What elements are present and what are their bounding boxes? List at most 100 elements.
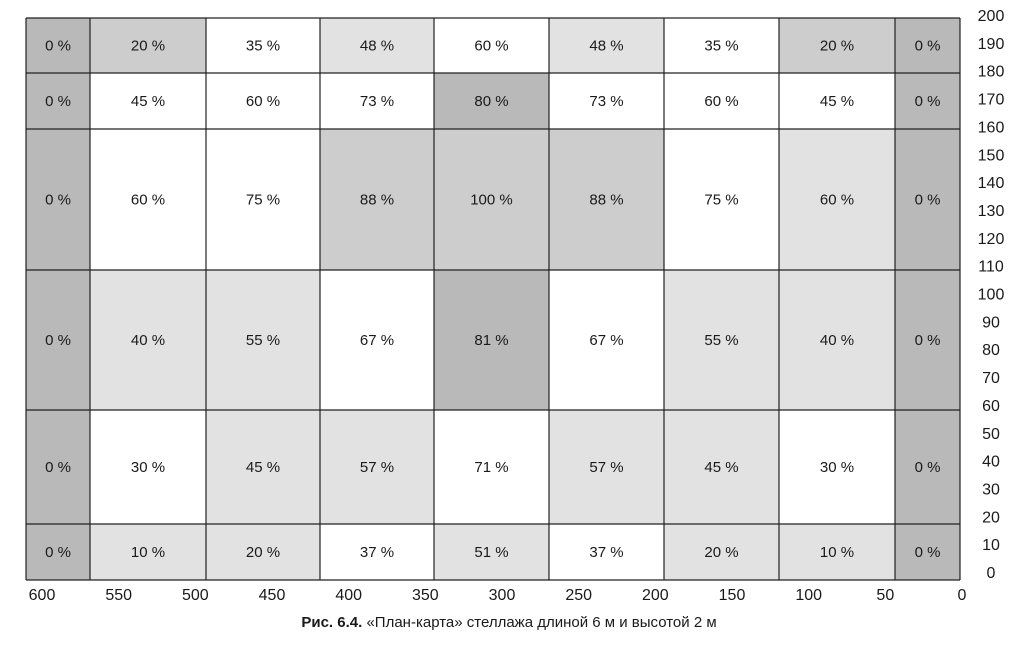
cell-label-r0-c5: 48 % <box>589 38 623 55</box>
cell-r2-c7 <box>779 129 895 270</box>
cell-r2-c1 <box>90 129 206 270</box>
y-tick-label: 60 <box>982 398 1000 415</box>
cell-label-r4-c3: 57 % <box>360 459 394 476</box>
x-tick-label: 100 <box>795 587 822 604</box>
cell-r0-c3 <box>320 18 434 73</box>
cell-r0-c1 <box>90 18 206 73</box>
cell-label-r0-c3: 48 % <box>360 38 394 55</box>
cell-label-r3-c6: 55 % <box>704 332 738 349</box>
cell-label-r1-c4: 80 % <box>474 93 508 110</box>
cell-r1-c4 <box>434 73 549 129</box>
cell-r1-c1 <box>90 73 206 129</box>
cell-r4-c0 <box>26 410 90 524</box>
cell-r5-c4 <box>434 524 549 580</box>
y-tick-label: 90 <box>982 314 1000 331</box>
figure-caption-text: «План-карта» стеллажа длиной 6 м и высот… <box>366 614 717 631</box>
cell-r1-c6 <box>664 73 779 129</box>
cell-r4-c1 <box>90 410 206 524</box>
cell-r4-c2 <box>206 410 320 524</box>
cell-r3-c3 <box>320 270 434 410</box>
cell-label-r4-c2: 45 % <box>246 459 280 476</box>
figure-caption: Рис. 6.4. «План-карта» стеллажа длиной 6… <box>0 614 1018 631</box>
x-axis-ticks: 600 550 500 450 400 350 300 250 200 150 100 50 0 <box>29 587 967 604</box>
cell-label-r2-c3: 88 % <box>360 192 394 209</box>
cell-label-r1-c3: 73 % <box>360 93 394 110</box>
y-tick-label: 10 <box>982 537 1000 554</box>
cells-layer <box>26 18 960 580</box>
cell-label-r5-c1: 10 % <box>131 544 165 561</box>
cell-r5-c5 <box>549 524 664 580</box>
y-tick-label: 130 <box>978 203 1005 220</box>
cell-r3-c2 <box>206 270 320 410</box>
cell-r1-c5 <box>549 73 664 129</box>
cell-label-r0-c2: 35 % <box>246 38 280 55</box>
y-tick-label: 170 <box>978 92 1005 109</box>
cell-label-r3-c3: 67 % <box>360 332 394 349</box>
cell-label-r2-c6: 75 % <box>704 192 738 209</box>
cell-label-r5-c4: 51 % <box>474 544 508 561</box>
cell-label-r0-c6: 35 % <box>704 38 738 55</box>
cell-r5-c3 <box>320 524 434 580</box>
y-tick-label: 120 <box>978 231 1005 248</box>
cell-r5-c7 <box>779 524 895 580</box>
cell-r4-c7 <box>779 410 895 524</box>
cell-r3-c5 <box>549 270 664 410</box>
cell-r1-c8 <box>895 73 960 129</box>
y-tick-label: 160 <box>978 119 1005 136</box>
x-tick-label: 150 <box>719 587 746 604</box>
y-tick-label: 140 <box>978 175 1005 192</box>
cell-r3-c8 <box>895 270 960 410</box>
cell-r0-c5 <box>549 18 664 73</box>
y-tick-label: 100 <box>978 287 1005 304</box>
cell-label-r4-c8: 0 % <box>915 459 941 476</box>
cell-label-r0-c7: 20 % <box>820 38 854 55</box>
y-tick-label: 150 <box>978 147 1005 164</box>
cell-label-r3-c0: 0 % <box>45 332 71 349</box>
cell-r4-c6 <box>664 410 779 524</box>
cell-label-r1-c5: 73 % <box>589 93 623 110</box>
x-tick-label: 400 <box>335 587 362 604</box>
grid-layer <box>25 17 961 581</box>
cell-label-r1-c1: 45 % <box>131 93 165 110</box>
cell-label-r5-c0: 0 % <box>45 544 71 561</box>
cell-r2-c3 <box>320 129 434 270</box>
y-tick-label: 110 <box>978 259 1004 276</box>
x-tick-label: 300 <box>489 587 516 604</box>
cell-label-r4-c5: 57 % <box>589 459 623 476</box>
cell-r5-c6 <box>664 524 779 580</box>
cell-r1-c3 <box>320 73 434 129</box>
cell-r2-c6 <box>664 129 779 270</box>
x-tick-label: 250 <box>565 587 592 604</box>
x-tick-label: 50 <box>876 587 894 604</box>
cell-r5-c1 <box>90 524 206 580</box>
y-tick-label: 50 <box>982 426 1000 443</box>
cell-labels-layer: 0 % 20 % 35 % 48 % 60 % 48 % 35 % 20 % 0 % 0 % 45 … <box>45 38 940 562</box>
cell-label-r2-c2: 75 % <box>246 192 280 209</box>
cell-r3-c4 <box>434 270 549 410</box>
cell-label-r1-c6: 60 % <box>704 93 738 110</box>
cell-label-r4-c6: 45 % <box>704 459 738 476</box>
cell-label-r2-c8: 0 % <box>915 192 941 209</box>
y-tick-label: 30 <box>982 481 1000 498</box>
cell-r4-c3 <box>320 410 434 524</box>
cell-r0-c6 <box>664 18 779 73</box>
x-tick-label: 450 <box>259 587 286 604</box>
cell-r0-c0 <box>26 18 90 73</box>
cell-label-r2-c0: 0 % <box>45 192 71 209</box>
cell-r3-c0 <box>26 270 90 410</box>
x-tick-label: 600 <box>29 587 56 604</box>
cell-r2-c4 <box>434 129 549 270</box>
cell-r4-c5 <box>549 410 664 524</box>
y-axis-ticks: 2001901801701601501401301201101009080706… <box>978 8 1005 582</box>
cell-r0-c2 <box>206 18 320 73</box>
cell-r5-c0 <box>26 524 90 580</box>
cell-label-r1-c7: 45 % <box>820 93 854 110</box>
cell-label-r3-c4: 81 % <box>474 332 508 349</box>
cell-label-r1-c0: 0 % <box>45 93 71 110</box>
cell-label-r5-c8: 0 % <box>915 544 941 561</box>
x-tick-label: 500 <box>182 587 209 604</box>
x-tick-label: 350 <box>412 587 439 604</box>
cell-r2-c5 <box>549 129 664 270</box>
cell-label-r4-c0: 0 % <box>45 459 71 476</box>
cell-label-r0-c4: 60 % <box>474 38 508 55</box>
